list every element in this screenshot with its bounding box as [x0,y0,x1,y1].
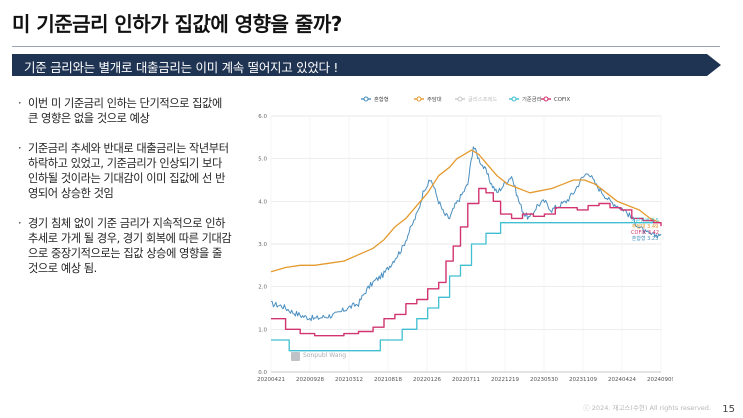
legend-label: 혼합형 [374,95,389,103]
series-end-label: COFIX 3.42 [631,230,659,236]
x-tick-label: 20220126 [413,377,441,383]
legend-marker [543,96,549,102]
series-line-기준금리 [271,222,661,352]
x-tick-label: 20210818 [374,377,402,383]
y-tick-label: 4.0 [258,199,267,205]
legend-label: 기준금리 [522,95,542,103]
x-tick-label: 20200421 [257,377,285,383]
series-line-혼합형 [270,146,662,322]
series-end-label: 주담대 3.49 [632,223,659,230]
x-tick-label: 20240909 [647,377,673,383]
series-end-label: 기준금리 3.5 [631,217,659,224]
legend-label: 주담대 [427,95,442,103]
watermark: Sonpubl Wang [291,352,346,361]
series-line-COFIX [271,187,662,337]
x-tick-label: 20220711 [452,377,480,383]
legend-marker [363,96,369,102]
person-silhouette-icon [291,352,300,361]
bullet-item: · 경기 침체 없이 기준 금리가 지속적으로 인하 추세로 가게 될 경우, … [18,216,233,276]
x-tick-label: 20230530 [530,377,558,383]
watermark-text: Sonpubl Wang [303,352,346,359]
legend-label: COFIX [554,97,570,103]
x-tick-label: 20210312 [335,377,363,383]
interest-rate-chart: 0.0 1.0 2.0 3.0 4.0 5.0 6.0 20200421 20200928 202… [241,84,675,387]
series-end-label: 혼합형 3.23 [632,235,659,242]
bullet-marker: · [18,142,22,155]
subtitle-banner: 기준 금리와는 별개로 대출금리는 이미 계속 떨어지고 있었다 ! [12,54,721,76]
slide-title: 미 기준금리 인하가 집값에 영향을 줄까? [12,12,342,36]
bullet-text: 경기 침체 없이 기준 금리가 지속적으로 인하 추세로 가게 될 경우, 경기… [28,217,232,275]
chart-svg: 0.0 1.0 2.0 3.0 4.0 5.0 6.0 20200421 20200928 202… [241,84,675,387]
page-number: 15 [722,404,735,415]
x-tick-label: 20231109 [569,377,597,383]
y-tick-label: 2.0 [258,285,267,291]
y-tick-label: 5.0 [258,157,267,163]
legend-marker [416,96,422,102]
title-divider [12,46,720,47]
bullet-text: 이번 미 기준금리 인하는 단기적으로 집값에 큰 영향은 없을 것으로 예상 [28,97,222,125]
bullet-text: 기준금리 추세와 반대로 대출금리는 작년부터 하락하고 있었고, 기준금리가 … [28,142,229,200]
legend-marker [457,96,463,102]
bullet-list: · 이번 미 기준금리 인하는 단기적으로 집값에 큰 영향은 없을 것으로 예… [18,96,233,291]
bullet-marker: · [18,217,22,230]
x-tick-label: 20240424 [608,377,636,383]
series-line-주담대 [270,149,662,273]
bullet-item: · 이번 미 기준금리 인하는 단기적으로 집값에 큰 영향은 없을 것으로 예… [18,96,233,126]
y-tick-label: 1.0 [258,327,267,333]
legend-label: 글리스프레드 [468,95,497,103]
chart-background [241,84,673,387]
y-tick-label: 6.0 [258,114,267,120]
y-tick-label: 3.0 [258,242,267,248]
bullet-item: · 기준금리 추세와 반대로 대출금리는 작년부터 하락하고 있었고, 기준금리… [18,141,233,201]
x-tick-label: 20200928 [296,377,324,383]
banner-text: 기준 금리와는 별개로 대출금리는 이미 계속 떨어지고 있었다 ! [24,60,339,75]
x-tick-label: 20221219 [491,377,519,383]
banner-arrow-shape [12,54,721,76]
legend-marker [511,96,517,102]
bullet-marker: · [18,97,22,110]
copyright-footer: ⓒ 2024. 재고스(수현) All rights reserved. [583,404,711,412]
y-tick-label: 0.0 [258,370,267,376]
